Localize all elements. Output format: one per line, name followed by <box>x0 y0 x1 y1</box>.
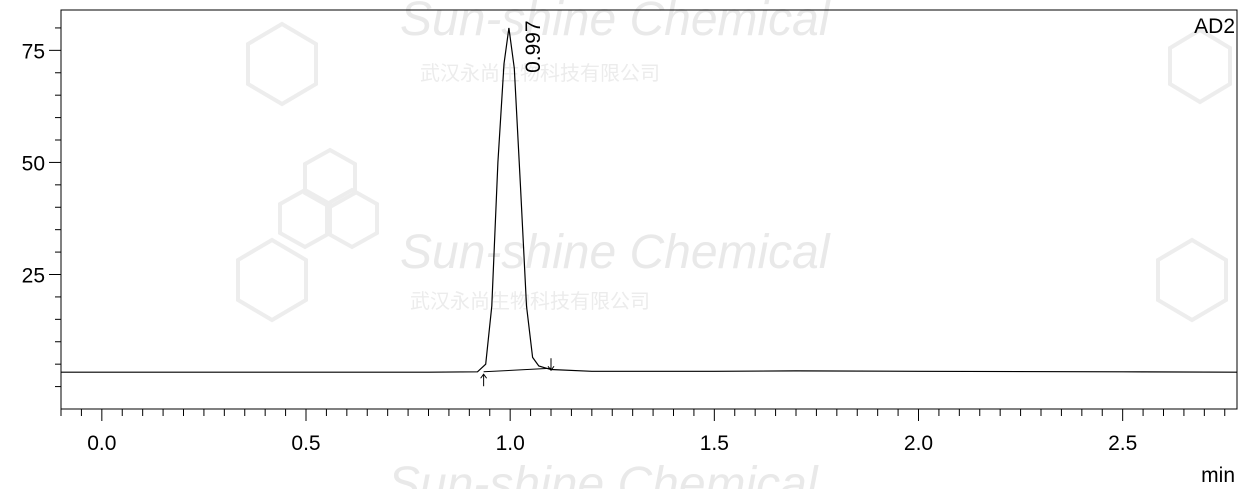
watermark-hexagon-icon <box>246 21 318 107</box>
integration-end-marker <box>547 358 555 372</box>
watermark-brand: Sun-shine Chemical <box>400 0 831 46</box>
integration-markers <box>480 358 555 387</box>
watermark-hexagon-icon <box>325 187 379 250</box>
watermark-brand: Sun-shine Chemical <box>400 226 831 279</box>
watermark-brand: Sun-shine Chemical <box>388 458 819 489</box>
axis-labels: 0.0 0.5 1.0 1.5 2.0 2.5 25 50 75 <box>22 40 1138 455</box>
detector-label: AD2 <box>1194 15 1235 38</box>
axis-ticks <box>49 27 1226 421</box>
x-tick-label: 2.0 <box>904 432 933 455</box>
x-tick-label: 0.5 <box>291 432 320 455</box>
chromatogram-trace <box>61 27 1238 373</box>
x-tick-label: 1.5 <box>700 432 729 455</box>
x-tick-label: 0.0 <box>87 432 116 455</box>
y-tick-label: 50 <box>22 152 45 175</box>
x-unit-label: min <box>1201 464 1235 487</box>
integration-baseline <box>483 367 552 373</box>
watermark-hexagon-icon <box>278 187 332 250</box>
x-tick-label: 1.0 <box>496 432 525 455</box>
y-tick-label: 75 <box>22 40 45 63</box>
watermark-subtitle: 武汉永尚生物科技有限公司 <box>410 290 650 313</box>
watermark-hexagon-icon <box>236 237 308 323</box>
watermark-subtitle: 武汉永尚生物科技有限公司 <box>420 62 660 85</box>
y-tick-label: 25 <box>22 265 45 288</box>
watermark-hexagon-icon <box>1156 237 1228 323</box>
integration-start-marker <box>480 373 488 387</box>
watermark: Sun-shine Chemical 武汉永尚生物科技有限公司 Sun-shin… <box>236 0 1232 489</box>
plot-frame <box>60 9 1238 410</box>
watermark-hexagon-icon <box>1168 27 1232 105</box>
x-tick-label: 2.5 <box>1108 432 1137 455</box>
watermark-hexagon-icon <box>303 147 357 210</box>
peak-label: 0.997 <box>522 20 545 73</box>
